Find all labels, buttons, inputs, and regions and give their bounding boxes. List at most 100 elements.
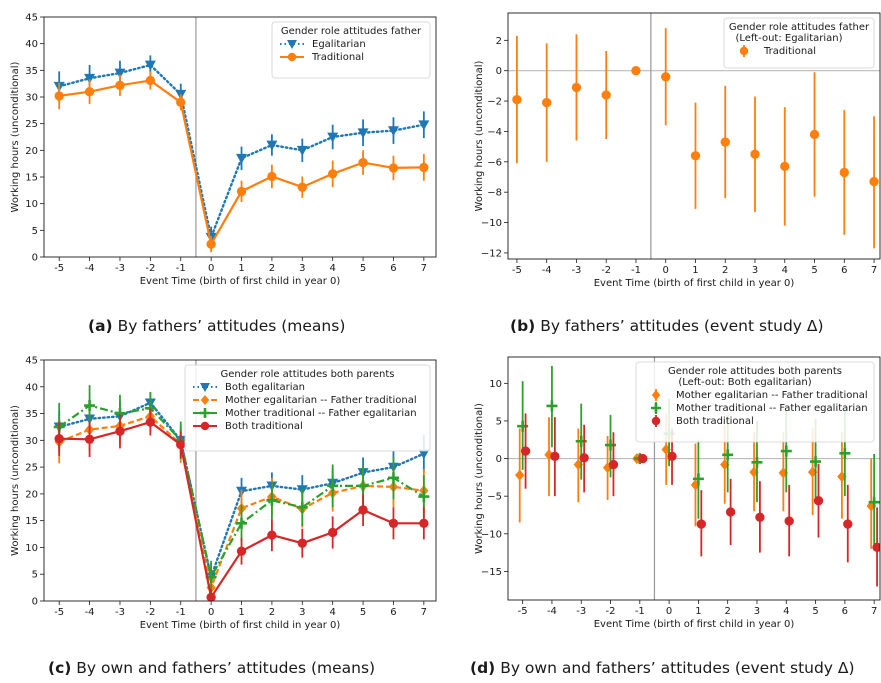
data-point xyxy=(236,186,247,197)
data-point xyxy=(84,400,96,412)
legend-entry-label: Mother traditional -- Father egalitarian xyxy=(225,408,417,419)
data-point xyxy=(868,496,880,508)
data-point xyxy=(720,137,730,147)
data-point xyxy=(418,491,430,503)
data-point xyxy=(144,60,156,71)
data-point xyxy=(297,182,307,192)
data-point xyxy=(780,161,790,172)
legend-marker xyxy=(287,40,297,49)
data-point xyxy=(784,516,794,526)
y-tick-label: 30 xyxy=(25,436,38,447)
y-tick-label: 10 xyxy=(25,543,38,554)
x-tick-label: 2 xyxy=(724,606,730,617)
y-tick-label: −10 xyxy=(481,529,502,540)
chart-d: -5 -4 -3 -2 -1 0 1 2 3 4 5 6 7 −15 −10 −5 0 5 10 Event Time… xyxy=(474,356,881,630)
data-point xyxy=(575,435,587,447)
data-point xyxy=(328,527,338,538)
data-point xyxy=(236,517,248,529)
legend-frame xyxy=(635,361,875,443)
data-point xyxy=(54,91,64,101)
data-point xyxy=(176,439,186,450)
y-axis-label: Working hours (unconditional) xyxy=(474,60,485,211)
x-axis-label: Event Time (birth of first child in year… xyxy=(140,620,341,631)
data-point xyxy=(692,473,704,485)
data-point xyxy=(515,469,525,481)
plot-area xyxy=(53,55,430,253)
y-tick-label: 0 xyxy=(496,454,502,465)
chart-b: -5 -4 -3 -2 -1 0 1 2 3 4 5 6 7 −12 −10 −8 −6 −4 −2 0 2 Event … xyxy=(474,12,881,289)
data-point xyxy=(780,445,792,457)
x-tick-label: 6 xyxy=(390,607,396,618)
caption-d-tag: (d) xyxy=(470,659,496,677)
x-tick-label: -5 xyxy=(512,265,522,276)
y-tick-label: −12 xyxy=(481,248,502,259)
chart-c: -5 -4 -3 -2 -1 0 1 2 3 4 5 6 7051015202530354045Even… xyxy=(10,356,437,631)
x-tick-label: 1 xyxy=(695,606,701,617)
series-1 xyxy=(517,366,880,549)
data-point xyxy=(297,538,307,548)
caption-b: (b) By fathers’ attitudes (event study Δ… xyxy=(510,317,824,335)
x-tick-label: -3 xyxy=(115,607,125,618)
data-point xyxy=(512,94,522,105)
legend: Gender role attitudes both parents Both e… xyxy=(184,364,431,452)
x-tick-label: -4 xyxy=(85,263,95,274)
plot-area xyxy=(512,28,879,249)
x-tick-label: 5 xyxy=(360,607,366,618)
data-point xyxy=(813,496,824,506)
y-tick-label: 2 xyxy=(496,36,502,47)
x-tick-label: 5 xyxy=(360,263,366,274)
y-tick-label: 15 xyxy=(25,173,38,184)
legend-marker xyxy=(651,403,661,413)
y-tick-label: 45 xyxy=(25,13,38,24)
legend-marker xyxy=(200,421,210,431)
data-point xyxy=(722,449,734,461)
y-tick-label: −8 xyxy=(487,188,502,199)
caption-c-tag: (c) xyxy=(48,659,72,677)
data-point xyxy=(145,75,156,86)
data-point xyxy=(266,140,278,151)
legend-entry-label: Traditional xyxy=(763,46,816,57)
y-tick-label: −5 xyxy=(487,492,502,503)
x-tick-label: -2 xyxy=(145,263,155,274)
y-tick-label: 5 xyxy=(32,226,38,237)
legend-entry-label: Traditional xyxy=(311,52,364,63)
y-tick-label: 10 xyxy=(489,379,502,390)
x-tick-label: -2 xyxy=(606,606,616,617)
legend: Gender role attitudes father Egalitarian T… xyxy=(271,21,431,79)
legend-frame xyxy=(184,364,431,452)
x-tick-label: 3 xyxy=(299,607,305,618)
x-tick-label: 1 xyxy=(692,265,698,276)
x-tick-label: 7 xyxy=(421,263,427,274)
data-point xyxy=(550,451,560,461)
legend-entry-label: Both traditional xyxy=(225,421,303,432)
x-tick-label: -1 xyxy=(631,265,641,276)
data-point xyxy=(84,86,95,97)
x-tick-label: -1 xyxy=(176,263,186,274)
data-point xyxy=(358,157,368,168)
legend-title: Gender role attitudes father xyxy=(281,26,422,37)
y-tick-label: 45 xyxy=(25,356,38,367)
caption-d: (d) By own and fathers’ attitudes (event… xyxy=(470,659,855,677)
x-tick-label: -2 xyxy=(601,265,611,276)
y-tick-label: 20 xyxy=(25,489,38,500)
x-tick-label: 0 xyxy=(208,607,214,618)
data-point xyxy=(419,162,429,173)
x-tick-label: 4 xyxy=(782,265,788,276)
caption-b-tag: (b) xyxy=(510,317,536,335)
x-tick-label: 0 xyxy=(663,265,669,276)
x-tick-label: 6 xyxy=(841,265,847,276)
x-tick-label: -1 xyxy=(176,607,186,618)
caption-c-text: By own and fathers’ attitudes (means) xyxy=(76,659,376,677)
legend: Gender role attitudes father(Left-out: E… xyxy=(723,17,875,69)
series-2 xyxy=(520,413,880,587)
legend-marker xyxy=(200,395,210,405)
plot-area xyxy=(53,385,430,601)
data-point xyxy=(869,176,879,187)
data-point xyxy=(176,97,186,108)
y-tick-label: 15 xyxy=(25,516,38,527)
data-point xyxy=(328,169,338,179)
data-point xyxy=(517,420,529,432)
y-tick-label: −6 xyxy=(487,157,502,168)
x-tick-label: 1 xyxy=(238,263,244,274)
y-tick-label: 0 xyxy=(32,597,38,608)
